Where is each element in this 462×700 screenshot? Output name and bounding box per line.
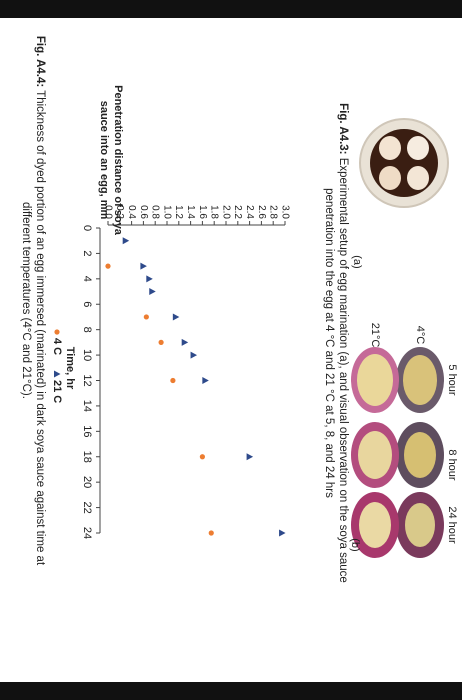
x-tick-label: 0 bbox=[81, 225, 93, 231]
legend-marker bbox=[54, 329, 60, 335]
data-point bbox=[122, 237, 130, 245]
data-point bbox=[158, 339, 164, 345]
y-tick-label: 2.0 bbox=[220, 205, 231, 219]
rotated-page: (a) (b) 5 hour 8 hour 24 hour 4°C 21°C 0… bbox=[0, 18, 462, 682]
column-label: 24 hour bbox=[446, 506, 458, 544]
data-point bbox=[140, 262, 147, 270]
data-point bbox=[199, 454, 205, 460]
data-point bbox=[279, 529, 286, 537]
caption-text: Thickness of dyed portion of an egg imme… bbox=[20, 90, 46, 566]
y-tick-label: 2.2 bbox=[232, 205, 243, 219]
y-tick-label: 2.6 bbox=[256, 205, 267, 219]
caption: Fig. A4.4: Thickness of dyed portion of … bbox=[19, 18, 47, 583]
y-axis-title: Penetration distance of soya bbox=[112, 85, 124, 236]
caption: Fig. A4.3: Experimental setup of egg mar… bbox=[322, 93, 350, 593]
x-tick-label: 20 bbox=[81, 476, 93, 488]
caption-text: Experimental setup of egg marination (a)… bbox=[323, 157, 349, 583]
y-tick-label: 1.0 bbox=[161, 205, 172, 219]
x-tick-label: 12 bbox=[81, 374, 93, 386]
panel-label: (a) bbox=[351, 255, 363, 268]
x-tick-label: 2 bbox=[81, 250, 93, 256]
y-tick-label: 1.4 bbox=[185, 205, 196, 219]
bottom-bar bbox=[0, 682, 462, 700]
column-label: 5 hour bbox=[446, 364, 458, 396]
data-point bbox=[181, 338, 189, 346]
y-tick-label: 0.0 bbox=[102, 205, 113, 219]
x-tick-label: 10 bbox=[81, 349, 93, 361]
photo-b bbox=[351, 347, 444, 558]
data-point bbox=[190, 351, 198, 359]
x-tick-label: 24 bbox=[81, 527, 93, 539]
y-tick-label: 0.8 bbox=[150, 205, 161, 219]
top-bar bbox=[0, 0, 462, 18]
legend-marker bbox=[54, 370, 61, 378]
y-tick-label: 3.0 bbox=[279, 205, 290, 219]
data-point bbox=[149, 288, 156, 296]
data-point bbox=[172, 313, 180, 321]
y-tick-label: 2.4 bbox=[244, 205, 255, 219]
figure-canvas: (a) (b) 5 hour 8 hour 24 hour 4°C 21°C 0… bbox=[51, 85, 458, 558]
x-tick-label: 22 bbox=[81, 501, 93, 513]
y-tick-label: 0.2 bbox=[114, 205, 125, 219]
legend-label: 21 C bbox=[51, 380, 63, 403]
caption-label: Fig. A4.4: bbox=[34, 35, 46, 88]
y-tick-label: 1.6 bbox=[197, 205, 208, 219]
y-axis-title: sauce into an egg, mm bbox=[98, 101, 110, 220]
row-label: 4°C bbox=[414, 326, 426, 345]
x-axis-title: Time, hr bbox=[64, 347, 76, 390]
row-label: 21°C bbox=[369, 323, 381, 348]
y-tick-label: 1.8 bbox=[209, 205, 220, 219]
data-point bbox=[246, 453, 254, 461]
legend-label: 4 C bbox=[51, 338, 63, 355]
x-tick-label: 14 bbox=[81, 400, 93, 412]
panel-label: (b) bbox=[349, 538, 361, 551]
x-tick-label: 8 bbox=[81, 327, 93, 333]
photo-a bbox=[359, 118, 449, 208]
data-point bbox=[202, 377, 209, 384]
x-tick-label: 16 bbox=[81, 425, 93, 437]
data-point bbox=[143, 314, 149, 320]
y-tick-label: 2.8 bbox=[268, 205, 279, 219]
data-point bbox=[105, 263, 111, 269]
y-tick-label: 0.4 bbox=[126, 205, 137, 219]
x-tick-label: 6 bbox=[81, 301, 93, 307]
y-tick-label: 1.2 bbox=[173, 205, 184, 219]
caption-label: Fig. A4.3: bbox=[337, 103, 349, 155]
chart: 0.0 0.2 0.4 0.6 0.8 1.0 1.2 1.4 1.6 1.8 2.0 2.2 2.4 2… bbox=[51, 85, 290, 539]
data-point bbox=[208, 530, 214, 536]
column-label: 8 hour bbox=[446, 449, 458, 481]
y-tick-label: 0.6 bbox=[138, 205, 149, 219]
data-point bbox=[170, 377, 176, 384]
data-point bbox=[146, 275, 153, 283]
x-tick-label: 18 bbox=[81, 451, 93, 463]
x-tick-label: 4 bbox=[81, 276, 93, 282]
